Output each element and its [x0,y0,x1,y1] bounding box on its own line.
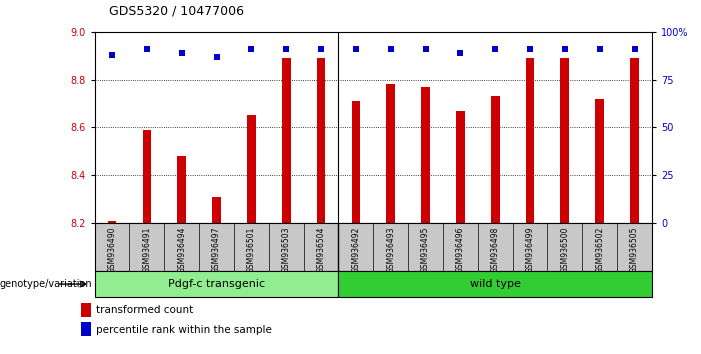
Bar [526,58,534,223]
Text: GSM936493: GSM936493 [386,226,395,273]
Text: GSM936490: GSM936490 [107,226,116,273]
Point [315,46,327,52]
Bar [339,271,652,297]
Text: GSM936498: GSM936498 [491,226,500,273]
Point [176,50,187,56]
Point [107,52,118,58]
Point [142,46,153,52]
Point [559,46,571,52]
Text: GSM936500: GSM936500 [560,226,569,273]
Bar [630,58,639,223]
Text: GSM936494: GSM936494 [177,226,186,273]
Text: GSM936499: GSM936499 [526,226,535,273]
Text: GSM936492: GSM936492 [351,226,360,273]
Point [211,54,222,59]
Point [489,46,501,52]
Bar [456,111,465,223]
Point [455,50,466,56]
Bar [177,156,186,223]
Point [524,46,536,52]
Text: GSM936497: GSM936497 [212,226,221,273]
Text: GSM936505: GSM936505 [630,226,639,273]
Bar [421,87,430,223]
Bar [317,58,325,223]
Text: genotype/variation: genotype/variation [0,279,93,289]
Point [629,46,640,52]
Point [246,46,257,52]
Text: GSM936495: GSM936495 [421,226,430,273]
Bar [351,101,360,223]
Text: GSM936503: GSM936503 [282,226,291,273]
Point [420,46,431,52]
Bar [386,84,395,223]
Bar [595,99,604,223]
Bar [491,96,500,223]
Point [280,46,292,52]
Text: Pdgf-c transgenic: Pdgf-c transgenic [168,279,265,289]
Point [385,46,396,52]
Bar [108,221,116,223]
Bar [561,58,569,223]
Bar [282,58,290,223]
Text: GSM936504: GSM936504 [317,226,325,273]
Bar [212,197,221,223]
Text: percentile rank within the sample: percentile rank within the sample [97,325,272,335]
Text: GDS5320 / 10477006: GDS5320 / 10477006 [109,5,244,18]
Text: wild type: wild type [470,279,521,289]
Text: GSM936491: GSM936491 [142,226,151,273]
Bar [81,322,91,336]
Point [594,46,605,52]
Text: GSM936502: GSM936502 [595,226,604,273]
Text: GSM936496: GSM936496 [456,226,465,273]
Bar [95,271,339,297]
Text: GSM936501: GSM936501 [247,226,256,273]
Point [350,46,362,52]
Bar [81,303,91,317]
Text: transformed count: transformed count [97,305,193,315]
Bar [142,130,151,223]
Bar [247,115,256,223]
